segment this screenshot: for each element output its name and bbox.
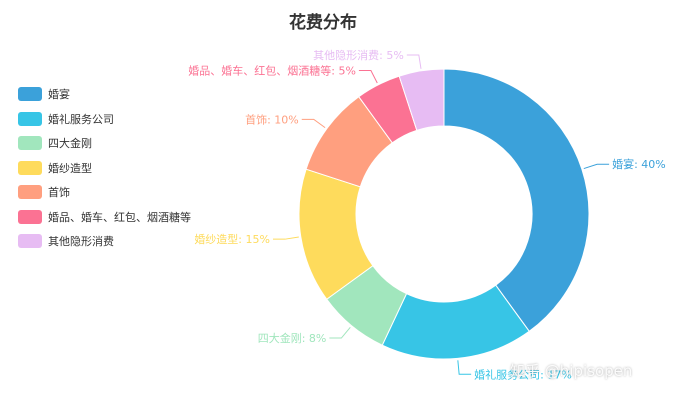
legend-item-jewelry[interactable]: 首饰 <box>18 180 191 205</box>
legend-swatch <box>18 136 42 151</box>
label-leader-line <box>329 326 351 339</box>
legend-item-hidden-costs[interactable]: 其他隐形消费 <box>18 229 191 254</box>
legend-item-four-vendors[interactable]: 四大金刚 <box>18 131 191 156</box>
chart-title: 花费分布 <box>289 13 357 33</box>
legend-swatch <box>18 185 42 200</box>
label-leader-line <box>301 118 326 129</box>
donut-slice[interactable] <box>398 68 445 131</box>
donut-slice[interactable] <box>443 68 590 333</box>
legend-label: 婚礼服务公司 <box>48 112 114 126</box>
legend-label: 婚品、婚车、红包、烟酒糖等 <box>48 210 191 224</box>
legend-label: 首饰 <box>48 186 70 200</box>
legend-swatch <box>18 87 42 102</box>
legend-item-wedding-service-company[interactable]: 婚礼服务公司 <box>18 107 191 132</box>
legend-swatch <box>18 111 42 126</box>
legend-label: 其他隐形消费 <box>48 235 114 249</box>
legend-item-bridal-styling[interactable]: 婚纱造型 <box>18 156 191 181</box>
data-label: 婚礼服务公司: 17% <box>474 367 572 381</box>
label-leader-line <box>583 163 610 170</box>
legend-label: 婚宴 <box>48 88 70 102</box>
chart-legend: 婚宴 婚礼服务公司 四大金刚 婚纱造型 首饰 婚品、婚车、红包、烟酒糖等 其他隐… <box>18 82 191 254</box>
legend-swatch <box>18 234 42 249</box>
data-label: 婚宴: 40% <box>612 157 666 171</box>
label-leader-line <box>457 360 472 375</box>
data-label: 婚品、婚车、红包、烟酒糖等: 5% <box>188 64 356 78</box>
label-leader-line <box>272 236 299 240</box>
legend-swatch <box>18 160 42 175</box>
watermark: 知乎 @hipisopen <box>510 362 633 380</box>
legend-label: 婚纱造型 <box>48 161 92 175</box>
label-leader-line <box>406 54 422 69</box>
legend-item-wedding-goods[interactable]: 婚品、婚车、红包、烟酒糖等 <box>18 205 191 230</box>
data-label: 四大金刚: 8% <box>258 331 327 345</box>
legend-item-wedding-banquet[interactable]: 婚宴 <box>18 82 191 107</box>
legend-swatch <box>18 209 42 224</box>
data-label: 婚纱造型: 15% <box>194 232 270 246</box>
data-label: 其他隐形消费: 5% <box>313 48 404 62</box>
data-label: 首饰: 10% <box>245 112 299 126</box>
label-leader-line <box>358 70 378 84</box>
legend-label: 四大金刚 <box>48 137 92 151</box>
